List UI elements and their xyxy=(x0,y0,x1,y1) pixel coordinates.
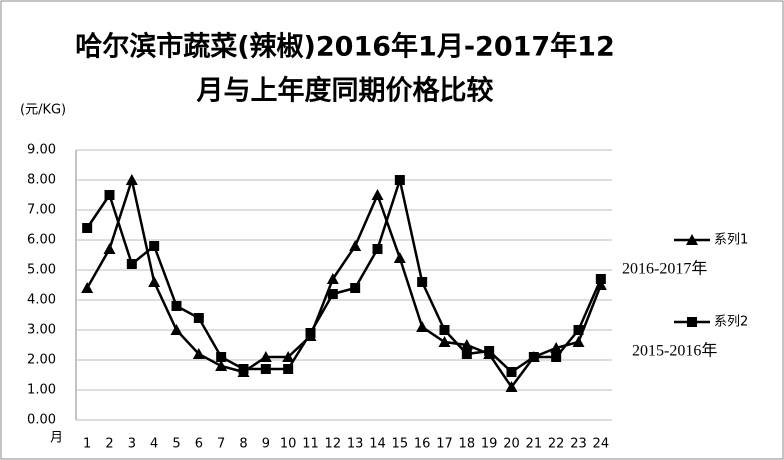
series-annotation: 2015-2016年 xyxy=(632,342,717,360)
point-marker xyxy=(170,324,183,335)
chart-subtitle: 月与上年度同期价格比较 xyxy=(196,75,494,107)
legend-marker xyxy=(687,317,697,327)
point-marker xyxy=(393,252,406,263)
series-annotation: 2016-2017年 xyxy=(622,260,707,278)
point-marker xyxy=(282,351,295,362)
x-tick-label: 20 xyxy=(503,437,520,452)
x-tick-label: 16 xyxy=(414,437,431,452)
point-marker xyxy=(350,283,361,293)
point-marker xyxy=(349,240,362,251)
point-marker xyxy=(439,325,450,335)
point-marker xyxy=(417,277,428,287)
point-marker xyxy=(81,282,94,293)
point-marker xyxy=(327,289,338,299)
point-marker xyxy=(506,367,517,377)
legend-label: 系列1 xyxy=(714,233,748,248)
point-marker xyxy=(438,336,451,347)
point-marker xyxy=(238,364,249,374)
x-tick-label: 1 xyxy=(83,437,91,452)
point-marker xyxy=(505,381,518,392)
point-marker xyxy=(148,276,161,287)
x-axis-label: 月 xyxy=(50,431,63,446)
y-tick-label: 1.00 xyxy=(27,383,56,398)
x-tick-label: 14 xyxy=(369,437,386,452)
y-tick-label: 3.00 xyxy=(27,323,56,338)
point-marker xyxy=(103,243,116,254)
y-tick-label: 6.00 xyxy=(27,233,56,248)
x-tick-label: 4 xyxy=(150,437,158,452)
point-marker xyxy=(551,352,562,362)
x-tick-label: 11 xyxy=(302,437,319,452)
point-marker xyxy=(372,244,383,254)
point-marker xyxy=(484,346,495,356)
point-marker xyxy=(126,259,137,269)
point-marker xyxy=(259,351,272,362)
point-marker xyxy=(394,175,405,185)
point-marker xyxy=(528,352,539,362)
y-tick-label: 4.00 xyxy=(27,293,56,308)
point-marker xyxy=(149,241,160,251)
x-tick-label: 5 xyxy=(172,437,180,452)
point-marker xyxy=(216,352,227,362)
point-marker xyxy=(461,349,472,359)
x-tick-label: 18 xyxy=(459,437,476,452)
x-tick-label: 3 xyxy=(128,437,136,452)
chart-title: 哈尔滨市蔬菜(辣椒)2016年1月-2017年12 xyxy=(75,31,615,63)
x-tick-label: 24 xyxy=(593,437,610,452)
point-marker xyxy=(82,223,93,233)
y-tick-label: 9.00 xyxy=(27,143,56,158)
x-tick-label: 21 xyxy=(526,437,543,452)
x-tick-label: 7 xyxy=(217,437,225,452)
x-tick-label: 13 xyxy=(347,437,364,452)
x-tick-label: 12 xyxy=(325,437,342,452)
y-tick-label: 8.00 xyxy=(27,173,56,188)
y-axis-label: (元/KG) xyxy=(20,103,66,118)
y-tick-label: 5.00 xyxy=(27,263,56,278)
point-marker xyxy=(171,301,182,311)
point-marker xyxy=(371,189,384,200)
x-tick-label: 23 xyxy=(570,437,587,452)
x-tick-label: 8 xyxy=(239,437,247,452)
point-marker xyxy=(416,321,429,332)
x-tick-label: 2 xyxy=(105,437,113,452)
point-marker xyxy=(326,273,339,284)
x-tick-label: 6 xyxy=(195,437,203,452)
point-marker xyxy=(305,328,316,338)
x-tick-label: 9 xyxy=(262,437,270,452)
point-marker xyxy=(595,274,606,284)
point-marker xyxy=(550,342,563,353)
series-line xyxy=(86,175,602,390)
point-marker xyxy=(104,190,115,200)
point-marker xyxy=(573,325,584,335)
y-tick-label: 0.00 xyxy=(27,413,56,428)
x-tick-label: 10 xyxy=(280,437,297,452)
point-marker xyxy=(125,174,138,185)
point-marker xyxy=(460,339,473,350)
y-tick-label: 7.00 xyxy=(27,203,56,218)
x-tick-label: 17 xyxy=(436,437,453,452)
point-marker xyxy=(192,348,205,359)
x-tick-label: 19 xyxy=(481,437,498,452)
x-tick-label: 22 xyxy=(548,437,565,452)
point-marker xyxy=(572,336,585,347)
x-tick-label: 15 xyxy=(392,437,409,452)
y-tick-label: 2.00 xyxy=(27,353,56,368)
point-marker xyxy=(193,313,204,323)
legend-label: 系列2 xyxy=(714,315,748,330)
point-marker xyxy=(215,360,228,371)
legend-marker xyxy=(686,234,698,245)
point-marker xyxy=(260,364,271,374)
point-marker xyxy=(283,364,294,374)
